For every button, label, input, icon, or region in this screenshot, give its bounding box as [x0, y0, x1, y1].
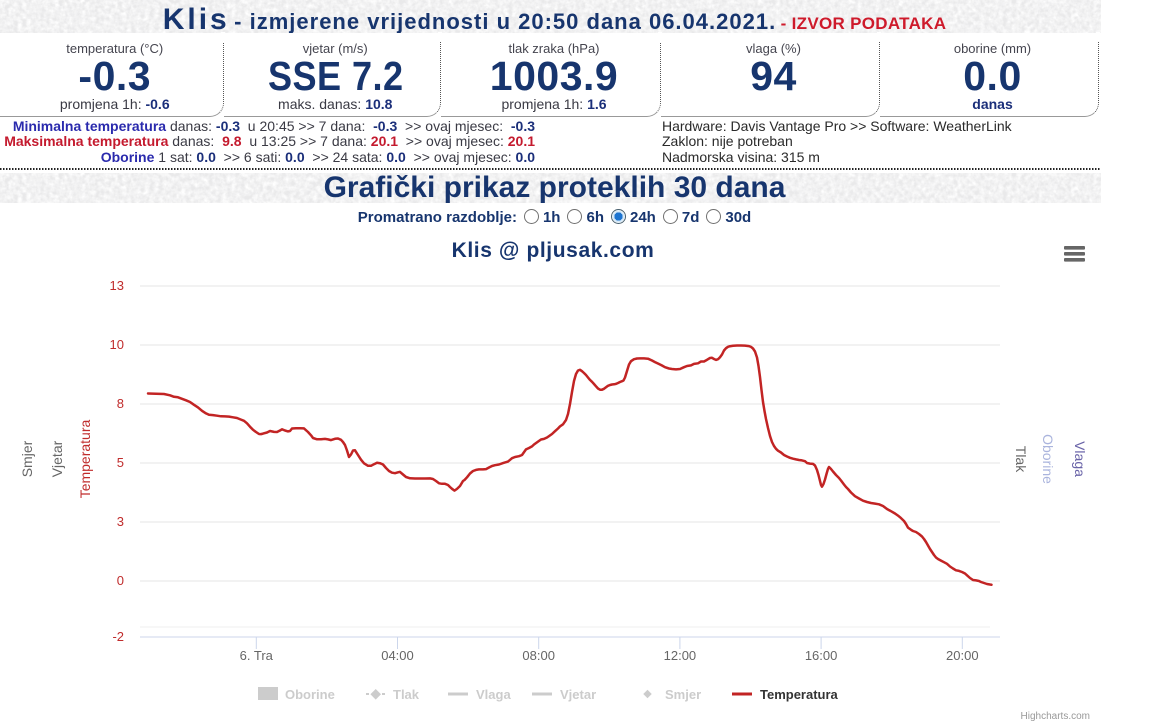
svg-text:Vlaga: Vlaga	[1072, 441, 1088, 477]
svg-text:Klis @ pljusak.com: Klis @ pljusak.com	[452, 239, 655, 262]
svg-text:0: 0	[117, 573, 124, 588]
svg-text:10: 10	[110, 337, 124, 352]
svg-text:Vjetar: Vjetar	[560, 687, 596, 702]
svg-text:8: 8	[117, 396, 124, 411]
svg-text:Smjer: Smjer	[665, 687, 701, 702]
svg-text:Vjetar: Vjetar	[49, 440, 65, 477]
svg-text:04:00: 04:00	[381, 648, 414, 663]
svg-text:Oborine: Oborine	[285, 687, 335, 702]
svg-text:08:00: 08:00	[522, 648, 555, 663]
svg-text:Temperatura: Temperatura	[77, 419, 93, 498]
svg-text:Smjer: Smjer	[19, 440, 35, 477]
svg-text:Temperatura: Temperatura	[760, 687, 839, 702]
svg-text:13: 13	[110, 278, 124, 293]
svg-text:Vlaga: Vlaga	[476, 687, 511, 702]
svg-text:5: 5	[117, 455, 124, 470]
svg-text:Highcharts.com: Highcharts.com	[1021, 711, 1090, 722]
svg-text:6. Tra: 6. Tra	[240, 648, 274, 663]
svg-text:16:00: 16:00	[805, 648, 838, 663]
svg-text:20:00: 20:00	[946, 648, 979, 663]
svg-text:Oborine: Oborine	[1040, 434, 1056, 484]
svg-text:12:00: 12:00	[664, 648, 697, 663]
svg-text:Tlak: Tlak	[393, 687, 420, 702]
svg-text:Tlak: Tlak	[1013, 446, 1029, 473]
svg-text:-2: -2	[112, 629, 124, 644]
svg-text:3: 3	[117, 514, 124, 529]
